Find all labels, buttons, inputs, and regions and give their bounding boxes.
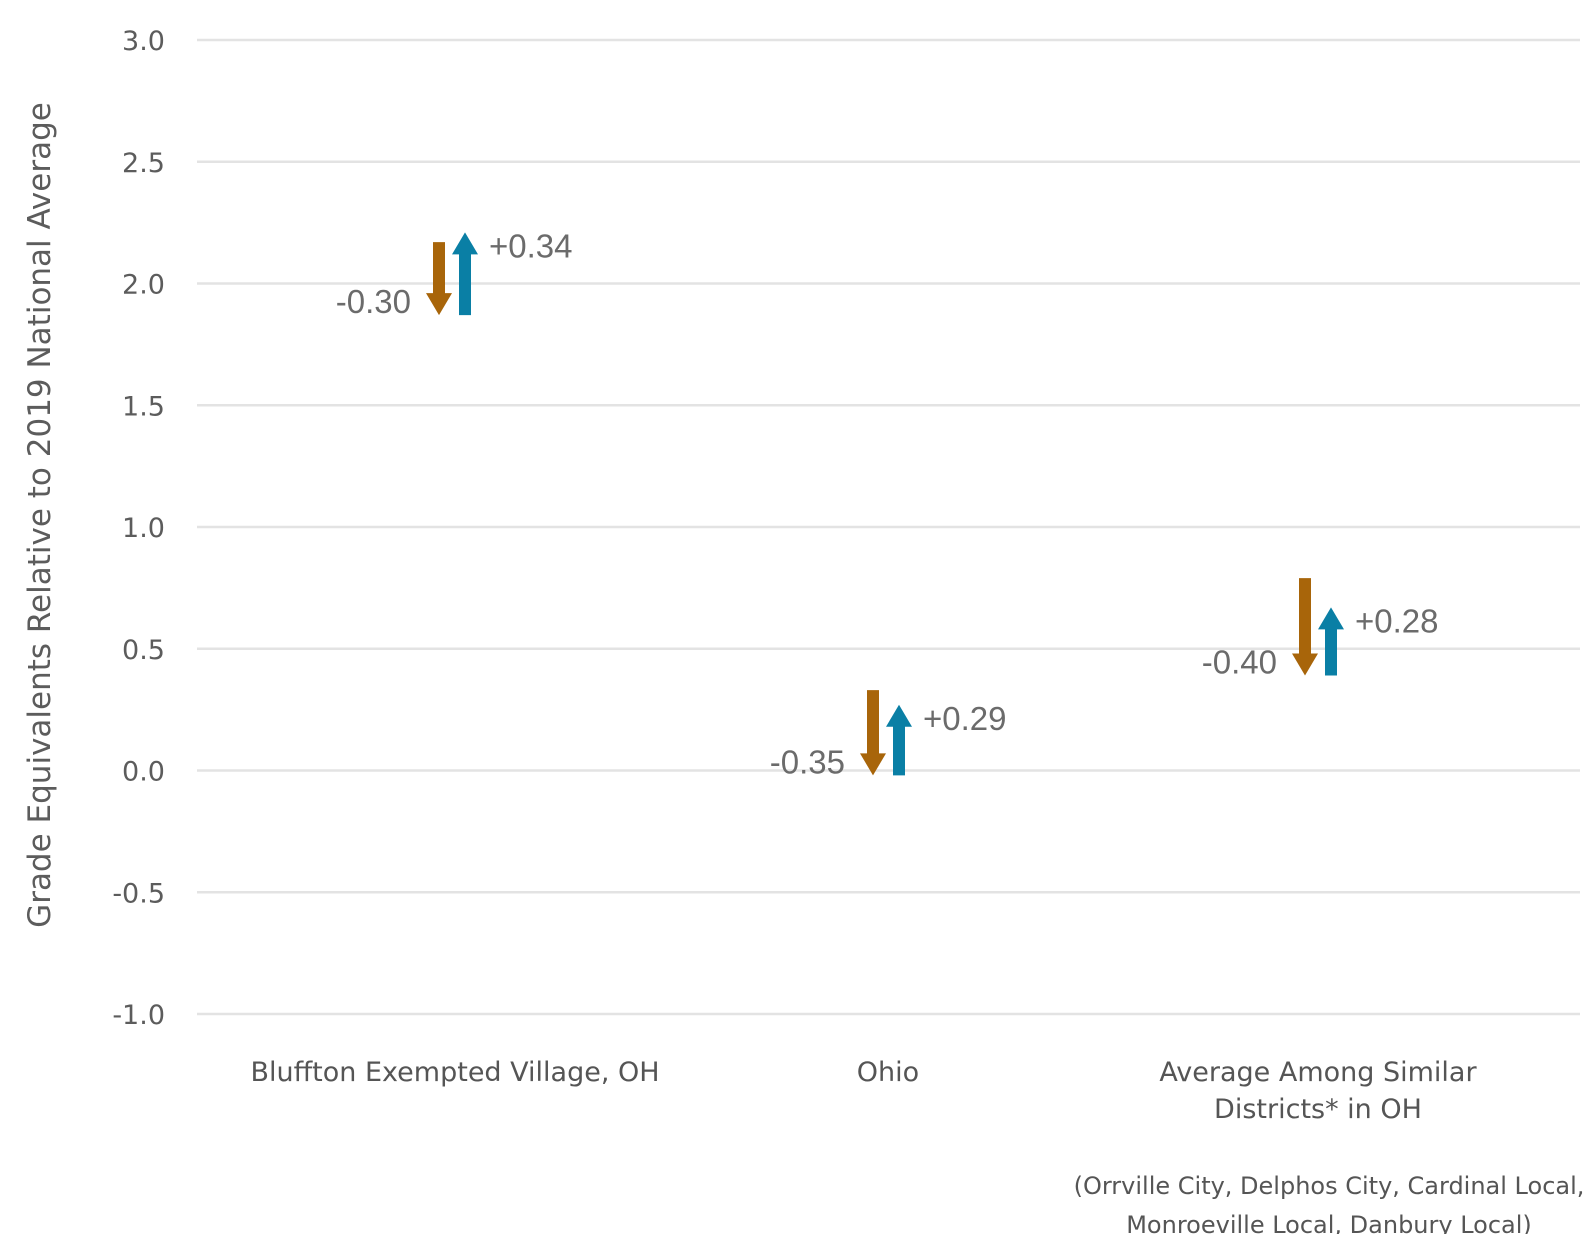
decline-arrow: [1292, 578, 1318, 676]
recovery-arrow: [886, 704, 912, 776]
decline-label: -0.35: [770, 743, 845, 780]
footnote: (Orrville City, Delphos City, Cardinal L…: [1074, 1172, 1585, 1234]
decline-label: -0.30: [336, 283, 411, 320]
category-label: Districts* in OH: [1214, 1094, 1422, 1125]
y-tick-label: 0.0: [122, 757, 165, 788]
y-tick-labels: 3.0 2.5 2.0 1.5 1.0 0.5 0.0 -0.5 -1.0: [112, 26, 165, 1031]
footnote-line: (Orrville City, Delphos City, Cardinal L…: [1074, 1172, 1585, 1200]
arrows: -0.30 +0.34 -0.35 +0.29 -0.40 +0.28: [336, 227, 1439, 780]
gridlines: [197, 38, 1580, 1016]
arrow-pair: -0.40 +0.28: [1202, 578, 1439, 681]
decline-label: -0.40: [1202, 644, 1277, 681]
category-label: Bluffton Exempted Village, OH: [250, 1057, 659, 1088]
decline-arrow: [426, 242, 452, 316]
y-tick-label: 3.0: [122, 26, 165, 57]
category-labels: Bluffton Exempted Village, OH Ohio Average…: [250, 1057, 1477, 1125]
y-tick-label: 0.5: [122, 635, 165, 666]
y-tick-label: -0.5: [112, 878, 165, 909]
y-tick-label: 1.5: [122, 391, 165, 422]
recovery-label: +0.28: [1355, 602, 1439, 639]
decline-arrow: [860, 690, 886, 776]
y-tick-label: 2.5: [122, 148, 165, 179]
y-tick-label: 1.0: [122, 513, 165, 544]
recovery-label: +0.29: [923, 700, 1007, 737]
arrow-pair: -0.35 +0.29: [770, 690, 1007, 780]
footnote-line: Monroeville Local, Danbury Local): [1126, 1211, 1532, 1234]
recovery-label: +0.34: [489, 227, 573, 264]
y-tick-label: 2.0: [122, 270, 165, 301]
arrow-pair: -0.30 +0.34: [336, 227, 573, 320]
y-axis-title: Grade Equivalents Relative to 2019 Natio…: [22, 102, 58, 928]
recovery-arrow: [1318, 607, 1344, 676]
category-label: Average Among Similar: [1159, 1057, 1477, 1088]
recovery-arrow: [452, 232, 478, 316]
category-label: Ohio: [857, 1057, 919, 1088]
y-tick-label: -1.0: [112, 1000, 165, 1031]
